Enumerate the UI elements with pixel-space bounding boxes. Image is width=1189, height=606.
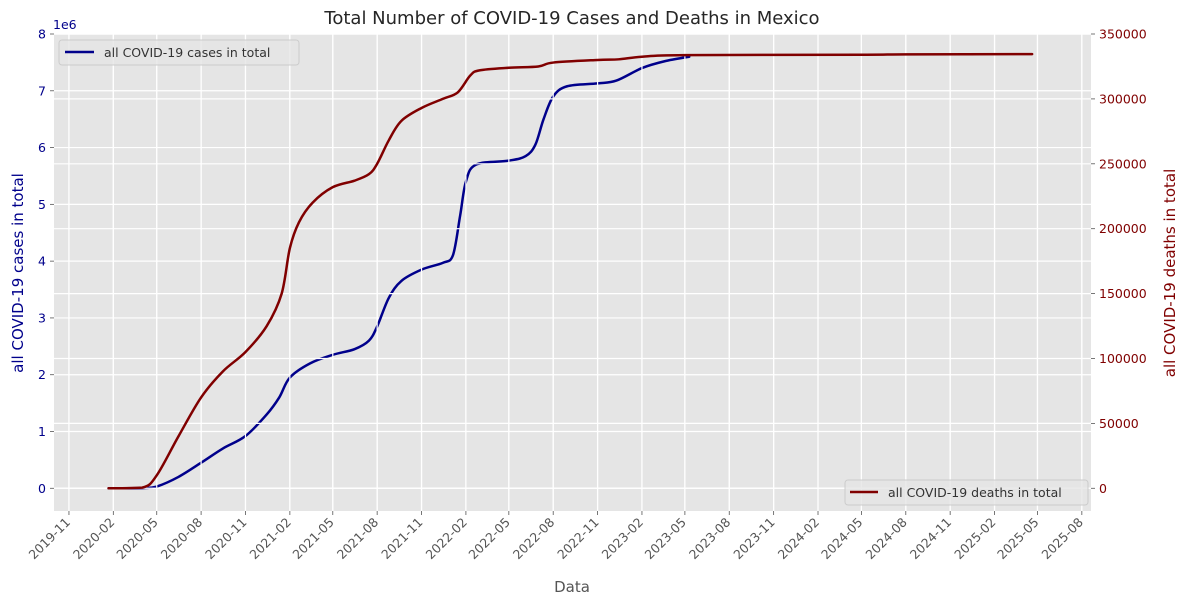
- legend-cases: all COVID-19 cases in total: [58, 39, 300, 66]
- x-tick-label: 2024-05: [818, 515, 866, 563]
- x-tick-label: 2022-11: [554, 515, 602, 563]
- x-tick-label: 2020-11: [202, 515, 250, 563]
- x-tick-label: 2022-08: [510, 514, 558, 562]
- x-tick-label: 2020-08: [158, 514, 206, 562]
- y-left-tick-label: 0: [38, 481, 46, 496]
- y-right-tick-label: 300000: [1099, 91, 1147, 106]
- y-left-tick-label: 2: [38, 367, 46, 382]
- x-axis: 2019-112020-022020-052020-082020-112021-…: [26, 511, 1086, 562]
- y-right-tick-label: 350000: [1099, 27, 1147, 42]
- series-cases: [107, 55, 691, 490]
- x-tick-label: 2022-02: [422, 515, 470, 563]
- x-tick-label: 2025-05: [994, 515, 1042, 563]
- x-tick-label: 2021-02: [246, 515, 294, 563]
- y-right-tick-label: 200000: [1099, 221, 1147, 236]
- deaths-line: [107, 52, 1034, 490]
- y-left-tick-label: 4: [38, 254, 46, 269]
- x-axis-label: Data: [554, 578, 590, 596]
- legend-deaths-box: [844, 479, 1089, 506]
- x-tick-label: 2025-02: [951, 515, 999, 563]
- series-deaths: [107, 52, 1034, 490]
- x-tick-label: 2021-05: [289, 515, 337, 563]
- y-axis-left-offset-text: 1e6: [53, 17, 77, 32]
- legend-deaths: all COVID-19 deaths in total: [844, 479, 1089, 506]
- x-tick-label: 2023-05: [641, 515, 689, 563]
- x-tick-label: 2024-11: [907, 515, 955, 563]
- cases-line: [107, 55, 691, 490]
- x-tick-label: 2021-08: [334, 514, 382, 562]
- y-left-tick-label: 7: [38, 83, 46, 98]
- x-tick-label: 2023-02: [599, 515, 647, 563]
- x-tick-label: 2025-08: [1038, 514, 1086, 562]
- x-tick-label: 2024-02: [775, 515, 823, 563]
- y-left-tick-label: 8: [38, 27, 46, 42]
- y-right-tick-label: 50000: [1099, 416, 1139, 431]
- y-left-tick-label: 1: [38, 424, 46, 439]
- x-tick-label: 2023-11: [730, 515, 778, 563]
- legend-deaths-label: all COVID-19 deaths in total: [888, 485, 1062, 500]
- legend-cases-box: [58, 39, 300, 66]
- x-tick-label: 2021-11: [378, 515, 426, 563]
- x-tick-label: 2024-08: [862, 514, 910, 562]
- x-tick-label: 2020-05: [113, 515, 161, 563]
- y-axis-left-label: all COVID-19 cases in total: [9, 173, 27, 373]
- x-tick-label: 2023-08: [686, 514, 734, 562]
- y-right-tick-label: 250000: [1099, 156, 1147, 171]
- y-axis-right-label: all COVID-19 deaths in total: [1161, 169, 1179, 377]
- chart-title: Total Number of COVID-19 Cases and Death…: [323, 8, 819, 29]
- grid-right: [54, 33, 1091, 511]
- y-right-tick-label: 0: [1099, 481, 1107, 496]
- x-tick-label: 2020-02: [70, 515, 118, 563]
- y-left-tick-label: 5: [38, 197, 46, 212]
- y-right-tick-label: 150000: [1099, 286, 1147, 301]
- plot-area: [54, 34, 1091, 511]
- legend-cases-label: all COVID-19 cases in total: [104, 45, 270, 60]
- y-axis-right: 0 50000 100000 150000 200000 250000 300000 3500…: [1091, 27, 1147, 496]
- x-tick-label: 2022-05: [465, 515, 513, 563]
- y-left-tick-label: 6: [38, 140, 46, 155]
- y-axis-left: 0 1 2 3 4 5 6 7 8: [38, 27, 54, 496]
- x-tick-label: 2019-11: [26, 515, 74, 563]
- y-left-tick-label: 3: [38, 310, 46, 325]
- y-right-tick-label: 100000: [1099, 351, 1147, 366]
